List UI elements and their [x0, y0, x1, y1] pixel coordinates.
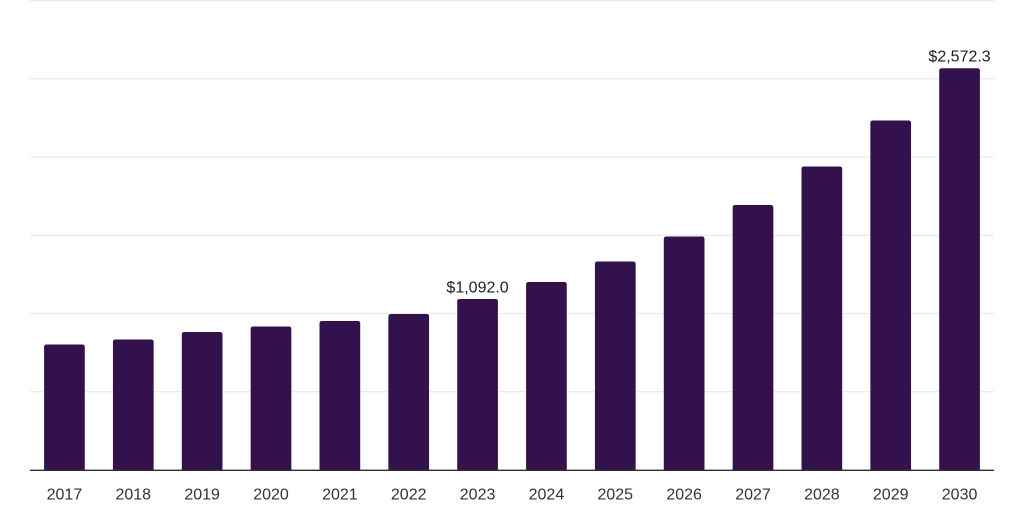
- svg-text:2030: 2030: [942, 487, 978, 504]
- svg-text:2024: 2024: [529, 487, 565, 504]
- svg-text:2025: 2025: [597, 487, 633, 504]
- svg-text:$1,092.0: $1,092.0: [446, 280, 508, 297]
- svg-text:2023: 2023: [460, 487, 496, 504]
- svg-text:2022: 2022: [391, 487, 427, 504]
- svg-text:2028: 2028: [804, 487, 840, 504]
- svg-text:2019: 2019: [184, 487, 220, 504]
- svg-text:2017: 2017: [47, 487, 83, 504]
- svg-text:2020: 2020: [253, 487, 289, 504]
- svg-text:2021: 2021: [322, 487, 358, 504]
- svg-text:$2,572.3: $2,572.3: [928, 49, 990, 66]
- svg-text:2027: 2027: [735, 487, 771, 504]
- svg-text:2018: 2018: [115, 487, 151, 504]
- svg-text:2029: 2029: [873, 487, 909, 504]
- svg-text:2026: 2026: [666, 487, 702, 504]
